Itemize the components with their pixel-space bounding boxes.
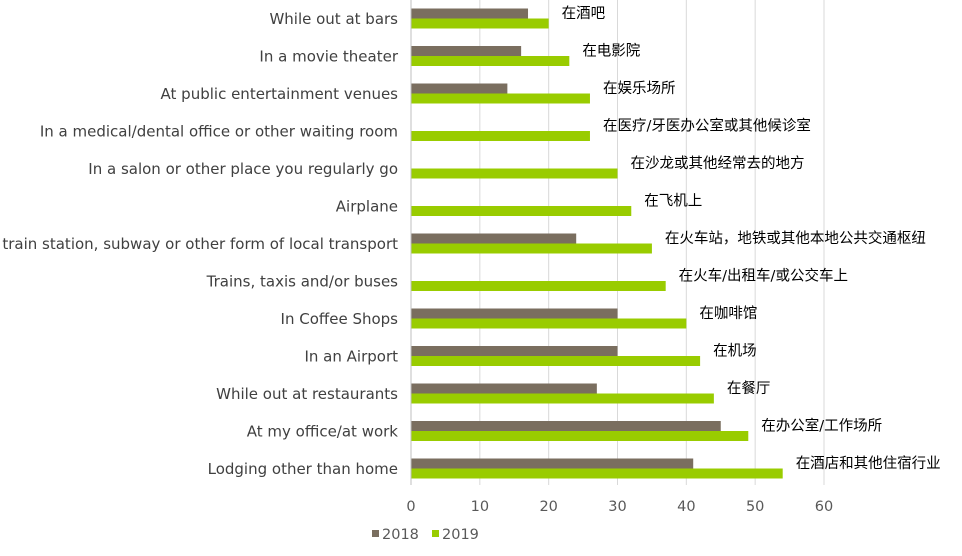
bar-2019 [411, 431, 749, 441]
x-axis: 0 10 20 30 40 50 60 [406, 0, 833, 515]
chinese-annotation: 在娱乐场所 [603, 80, 676, 97]
legend-swatch-2019 [432, 530, 439, 537]
bar-2018 [411, 421, 721, 431]
category-label: In a salon or other place you regularly … [88, 160, 398, 178]
category-label: In a train station, subway or other form… [0, 235, 398, 253]
chinese-annotation: 在机场 [713, 343, 757, 360]
x-tick-label: 20 [539, 499, 557, 515]
gridlines [479, 0, 825, 485]
chinese-annotation: 在酒吧 [562, 5, 606, 22]
bar-2019 [411, 468, 783, 479]
x-tick-label: 10 [471, 499, 489, 515]
chinese-annotation: 在咖啡馆 [699, 305, 757, 322]
category-label: In a medical/dental office or other wait… [40, 123, 398, 141]
bar-2019 [411, 56, 570, 66]
bar-2018 [411, 8, 529, 19]
bar-2019 [411, 93, 590, 104]
bar-2019 [411, 243, 652, 254]
x-tick-label: 60 [815, 499, 833, 515]
category-label: Airplane [336, 198, 398, 216]
bar-2018 [411, 458, 694, 469]
bar-2019 [411, 393, 714, 404]
bar-2018 [411, 383, 597, 394]
chinese-annotation: 在电影院 [582, 43, 640, 60]
bar-2018 [411, 308, 618, 319]
chinese-annotation: 在办公室/工作场所 [761, 418, 882, 435]
chinese-annotations: 在酒吧在电影院在娱乐场所在医疗/牙医办公室或其他候诊室在沙龙或其他经常去的地方在… [562, 5, 941, 472]
x-tick-label: 0 [406, 499, 415, 515]
x-tick-label: 40 [677, 499, 695, 515]
chinese-annotation: 在沙龙或其他经常去的地方 [631, 155, 805, 172]
bar-2018 [411, 46, 522, 56]
bar-2019 [411, 168, 618, 179]
category-label: In Coffee Shops [281, 310, 399, 328]
bar-2019 [411, 318, 687, 329]
category-label: In an Airport [304, 348, 398, 366]
bar-2018 [411, 233, 577, 244]
chinese-annotation: 在火车站，地铁或其他本地公共交通枢纽 [665, 229, 926, 247]
bar-2019 [411, 281, 666, 291]
chinese-annotation: 在餐厅 [727, 380, 771, 397]
x-tick-label: 50 [746, 499, 764, 515]
category-label: While out at bars [269, 10, 398, 28]
chinese-annotation: 在医疗/牙医办公室或其他候诊室 [603, 118, 811, 135]
category-label: Lodging other than home [208, 460, 398, 478]
bar-2019 [411, 18, 549, 29]
bar-2019 [411, 131, 590, 141]
legend-label-2018: 2018 [382, 527, 419, 543]
category-label: Trains, taxis and/or buses [206, 273, 399, 291]
x-tick-label: 30 [608, 499, 626, 515]
category-labels: While out at bars In a movie theater At pu… [0, 10, 399, 478]
chinese-annotation: 在火车/出租车/或公交车上 [679, 267, 848, 285]
category-label: At public entertainment venues [161, 85, 399, 103]
category-label: In a movie theater [259, 48, 398, 66]
chinese-annotation: 在酒店和其他住宿行业 [796, 455, 941, 472]
legend: 2018 2019 [372, 527, 479, 543]
bar-2019 [411, 356, 701, 366]
category-label: While out at restaurants [216, 385, 398, 403]
category-label: At my office/at work [247, 423, 399, 441]
bar-2018 [411, 83, 508, 94]
legend-swatch-2018 [372, 530, 379, 537]
chinese-annotation: 在飞机上 [644, 193, 702, 210]
bar-2018 [411, 346, 618, 356]
bar-2019 [411, 206, 632, 216]
bars [411, 8, 783, 479]
legend-label-2019: 2019 [442, 527, 479, 543]
